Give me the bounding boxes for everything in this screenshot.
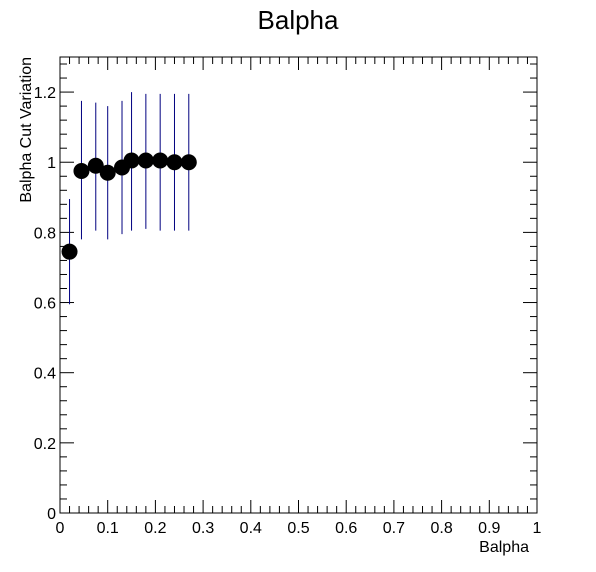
y-axis: 0 0.2 0.4 0.6 0.8 1 1.2	[34, 63, 537, 523]
y-tick-label: 0.2	[34, 436, 56, 453]
x-axis-label: Balpha	[479, 539, 529, 556]
y-tick-label: 0.8	[34, 225, 56, 242]
data-points	[61, 92, 197, 305]
x-tick-label: 0.7	[383, 520, 405, 537]
x-tick-label: 0.5	[287, 520, 309, 537]
x-tick-label: 0.9	[478, 520, 500, 537]
chart-title: Balpha	[258, 5, 339, 35]
x-tick-label: 0.2	[144, 520, 166, 537]
x-tick-label: 1	[533, 520, 542, 537]
data-point	[137, 152, 154, 169]
x-tick-label: 0.8	[430, 520, 452, 537]
data-point	[73, 163, 90, 179]
data-point	[61, 243, 78, 260]
y-tick-label: 0	[47, 506, 56, 523]
y-tick-label: 1	[47, 155, 56, 172]
data-point	[123, 152, 140, 169]
x-tick-label: 0.4	[240, 520, 262, 537]
x-tick-label: 0.6	[335, 520, 357, 537]
data-point	[180, 154, 197, 171]
data-point	[87, 157, 104, 174]
x-tick-label: 0.1	[97, 520, 119, 537]
y-tick-label: 1.2	[34, 85, 56, 102]
y-tick-label: 0.4	[34, 366, 56, 383]
x-tick-label: 0	[56, 520, 65, 537]
data-point	[166, 154, 183, 171]
data-point	[152, 152, 169, 169]
x-tick-label: 0.3	[192, 520, 214, 537]
y-tick-label: 0.6	[34, 296, 56, 313]
data-point	[99, 164, 116, 181]
x-axis: 0 0.1 0.2 0.3 0.4 0.5 0.6 0.7 0.8 0.9 1	[56, 57, 542, 537]
y-axis-label: Balpha Cut Variation	[18, 57, 35, 203]
